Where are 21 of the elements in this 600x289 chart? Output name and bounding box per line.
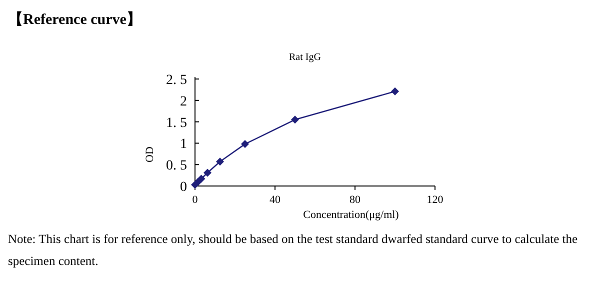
x-tick-label: 120: [426, 194, 444, 206]
y-tick-label: 1: [180, 137, 187, 152]
y-tick-label: 2: [180, 94, 187, 110]
point: [197, 174, 206, 183]
x-tick-label: 80: [350, 194, 361, 206]
x-axis-title: Concentration(μg/ml): [303, 209, 400, 221]
point: [216, 158, 224, 166]
chart-subtitle: Rat IgG: [289, 52, 321, 63]
point: [204, 168, 212, 177]
text: 【Reference curve】: [8, 11, 142, 28]
y-tick-label: 0. 5: [166, 158, 187, 174]
y-tick-label: 0: [180, 180, 187, 195]
point: [241, 140, 249, 148]
y-tick-label: 2. 5: [166, 73, 187, 88]
x-tick-label: 0: [192, 194, 198, 206]
point: [391, 87, 399, 96]
text: Note: This chart is for reference only, should be based on the test standard dwarfed standard curve to calculate the specimen content.: [8, 231, 579, 270]
y-axis-title: OD: [144, 146, 156, 162]
y-tick-label: 1. 5: [166, 116, 187, 131]
point: [291, 116, 299, 124]
x-tick-label: 40: [270, 194, 281, 206]
